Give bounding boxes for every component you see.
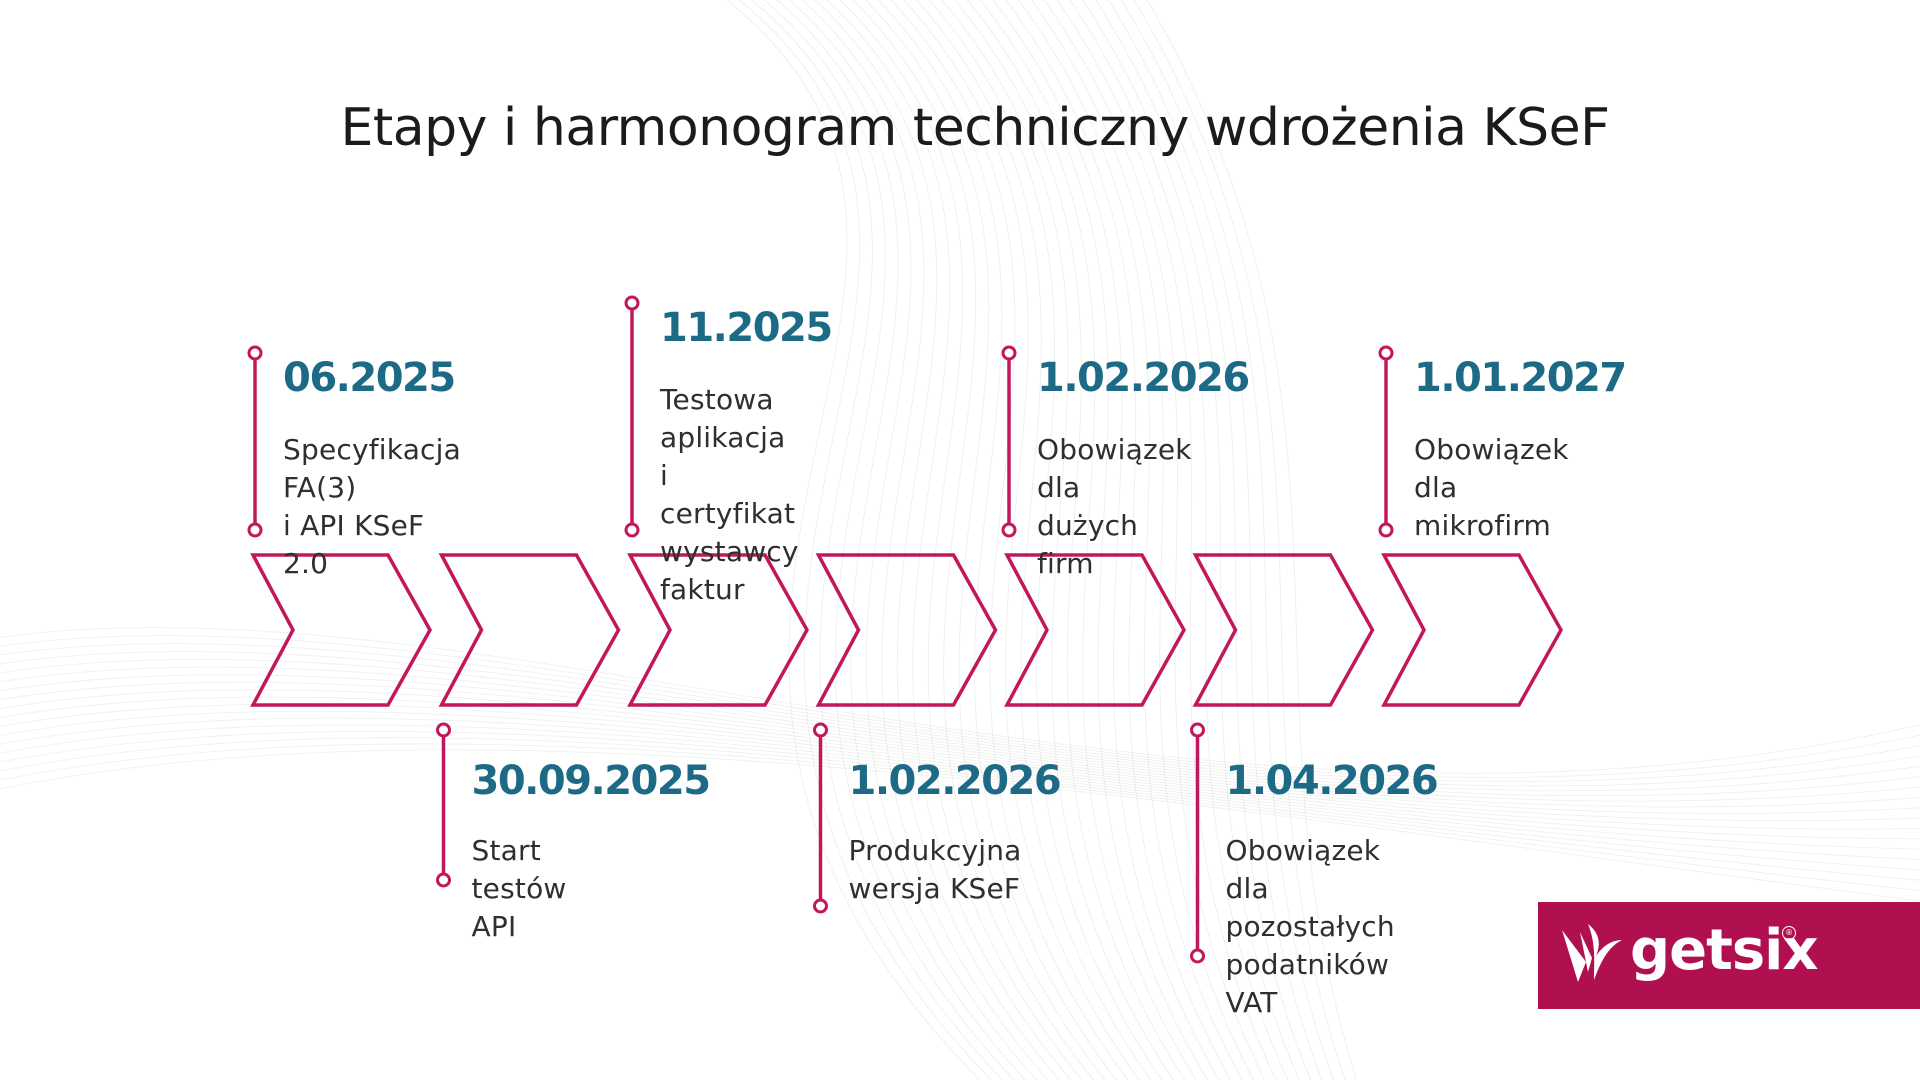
- milestone-endpoint: [1190, 948, 1205, 964]
- background-wave-line: [954, 0, 1186, 1080]
- background-wave-line: [0, 666, 1920, 797]
- timeline-chevron: [1192, 553, 1375, 707]
- background-wave-line: [0, 674, 1920, 802]
- background-wave-line: [903, 0, 1140, 1080]
- background-wave-line: [801, 0, 1049, 1080]
- background-wave-line: [738, 0, 992, 1080]
- background-wave-line: [751, 0, 1004, 1080]
- milestone-endpoint: [247, 522, 263, 538]
- timeline-chevron: [627, 553, 810, 707]
- background-wave-line: [0, 689, 1920, 814]
- background-wave-line: [776, 0, 1027, 1080]
- background-wave-line: [852, 0, 1095, 1080]
- background-wave-line: [826, 0, 1072, 1080]
- background-wave-line: [1108, 0, 1323, 1080]
- milestone-date: 1.04.2026: [1225, 758, 1439, 804]
- timeline-chevron: [1381, 553, 1564, 707]
- timeline-chevron: [1004, 553, 1187, 707]
- background-wave-line: [1133, 0, 1346, 1080]
- getsix-logo-icon: [1562, 924, 1622, 982]
- background-wave-line: [979, 0, 1209, 1080]
- background-wave-line: [877, 0, 1118, 1080]
- milestone-endpoint: [247, 345, 263, 361]
- background-wave-line: [0, 658, 1920, 792]
- background-wave-line: [966, 0, 1197, 1080]
- milestone-description: Obowiązek dla dużych firm: [1037, 433, 1192, 580]
- timeline-chevron: [250, 553, 433, 707]
- background-wave-line: [0, 696, 1920, 822]
- getsix-logo: getsix ®: [1538, 902, 1920, 1009]
- milestone-date: 1.02.2026: [848, 758, 1062, 804]
- background-wave-line: [0, 643, 1920, 782]
- milestone-description: Start testów API: [471, 834, 567, 943]
- background-wave-line: [915, 0, 1152, 1080]
- background-wave-line: [0, 717, 1920, 850]
- milestone-endpoint: [1378, 345, 1394, 361]
- background-wave-line: [839, 0, 1083, 1080]
- milestone-date: 1.01.2027: [1414, 355, 1627, 401]
- background-wave-line: [726, 0, 981, 1080]
- milestone-endpoint: [1001, 345, 1017, 361]
- background-wave-line: [0, 710, 1920, 840]
- background-wave-line: [1095, 0, 1312, 1080]
- background-wave-line: [1018, 0, 1243, 1080]
- background-wave-line: [992, 0, 1220, 1080]
- background-wave-line: [0, 681, 1920, 808]
- timeline-chevron: [815, 553, 998, 707]
- background-wave-line: [0, 635, 1920, 778]
- background-wave-line: [1030, 0, 1254, 1080]
- milestone-description: Obowiązek dla pozostałych podatników VAT: [1225, 834, 1395, 1019]
- milestone-description: Specyfikacja FA(3) i API KSeF 2.0: [283, 433, 461, 580]
- milestone-endpoint: [1378, 522, 1394, 538]
- background-wave-line: [1005, 0, 1232, 1080]
- milestone-description: Produkcyjna wersja KSeF: [848, 834, 1022, 905]
- background-wave-line: [1056, 0, 1277, 1080]
- milestone-endpoint: [624, 295, 640, 311]
- timeline-chevron: [438, 553, 621, 707]
- background-wave-line: [0, 724, 1920, 860]
- milestone-date: 06.2025: [283, 355, 456, 401]
- background-wave-line: [0, 737, 1920, 881]
- background-wave-line: [0, 743, 1920, 892]
- background-wave-line: [0, 627, 1920, 774]
- background-wave-line: [0, 749, 1920, 902]
- background-wave-line: [814, 0, 1061, 1080]
- background-wave-line: [0, 731, 1920, 871]
- background-wave-line: [0, 651, 1920, 787]
- background-wave-line: [1082, 0, 1300, 1080]
- milestone-description: Testowa aplikacja i certyfikat wystawcy …: [660, 383, 799, 606]
- background-wave-line: [928, 0, 1163, 1080]
- background-wave-line: [0, 703, 1920, 830]
- milestone-endpoint: [1190, 722, 1205, 738]
- background-wave-line: [763, 0, 1015, 1080]
- background-wave-line: [1120, 0, 1335, 1080]
- milestone-description: Obowiązek dla mikrofirm: [1414, 433, 1569, 542]
- page-title: Etapy i harmonogram techniczny wdrożenia…: [340, 98, 1610, 158]
- milestone-endpoint: [1001, 522, 1017, 538]
- milestone-date: 1.02.2026: [1037, 355, 1250, 401]
- milestone-endpoint: [813, 898, 828, 914]
- milestone-endpoint: [813, 722, 828, 738]
- milestone-date: 11.2025: [660, 305, 833, 351]
- milestone-endpoint: [436, 872, 451, 888]
- background-wave-line: [1146, 0, 1358, 1080]
- background-wave-line: [864, 0, 1106, 1080]
- background-wave-line: [1069, 0, 1289, 1080]
- registered-mark: ®: [1782, 926, 1796, 940]
- milestone-date: 30.09.2025: [471, 758, 712, 804]
- background-wave-line: [941, 0, 1175, 1080]
- milestone-endpoint: [624, 522, 640, 538]
- milestone-endpoint: [436, 722, 451, 738]
- background-wave-line: [788, 0, 1038, 1080]
- background-wave-line: [1043, 0, 1266, 1080]
- background-wave-line: [890, 0, 1129, 1080]
